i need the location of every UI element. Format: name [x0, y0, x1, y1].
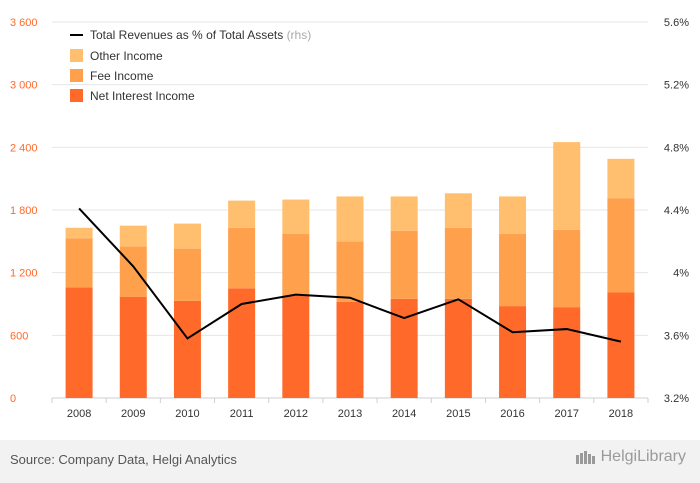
- x-tick-label: 2012: [284, 408, 308, 420]
- bar-other-income: [444, 193, 472, 228]
- x-tick-label: 2008: [67, 408, 91, 420]
- bar-fee-income: [390, 230, 418, 299]
- x-tick-label: 2015: [446, 408, 470, 420]
- bar-net-interest-income: [553, 307, 581, 398]
- y-left-tick-label: 600: [10, 330, 28, 342]
- chart: 0 600 1 200 1 800 2 400 3 000 3 600 3.2% 3.6% 4%…: [10, 17, 689, 420]
- y-right-tick-label: 4.4%: [664, 205, 689, 217]
- x-tick-label: 2017: [554, 408, 578, 420]
- bar-net-interest-income: [65, 287, 93, 398]
- library-icon: [575, 451, 595, 464]
- bar-net-interest-income: [607, 292, 635, 398]
- legend: Total Revenues as % of Total Assets (rhs…: [70, 28, 311, 103]
- bar-fee-income: [499, 234, 527, 307]
- y-left-tick-label: 3 000: [10, 80, 38, 92]
- y-right-tick-label: 5.2%: [664, 80, 689, 92]
- logo-text: HelgiLibrary: [600, 448, 686, 465]
- bar-fee-income: [444, 227, 472, 299]
- legend-label: Net Interest Income: [90, 89, 195, 103]
- bar-fee-income: [228, 227, 256, 289]
- y-right-tick-label: 3.2%: [664, 393, 689, 405]
- source-note: Source: Company Data, Helgi Analytics: [10, 452, 237, 467]
- right-axis: 3.2% 3.6% 4% 4.4% 4.8% 5.2% 5.6%: [664, 17, 689, 405]
- y-left-tick-label: 0: [10, 393, 16, 405]
- y-left-tick-label: 2 400: [10, 142, 38, 154]
- bar-other-income: [336, 196, 364, 242]
- x-tick-label: 2013: [338, 408, 362, 420]
- footer: Source: Company Data, Helgi Analytics He…: [0, 440, 700, 483]
- y-left-tick-label: 3 600: [10, 17, 38, 29]
- bar-other-income: [65, 227, 93, 239]
- bar-net-interest-income: [444, 298, 472, 398]
- line-series: [78, 207, 622, 343]
- bar-other-income: [228, 200, 256, 228]
- y-left-tick-label: 1 200: [10, 268, 38, 280]
- bar-other-income: [607, 158, 635, 199]
- x-tick-label: 2014: [392, 408, 416, 420]
- x-axis: 2008 2009 2010 2011 2012 2013 2014 2015 2016 2017…: [51, 398, 649, 420]
- bar-fee-income: [607, 198, 635, 293]
- bar-net-interest-income: [499, 306, 527, 398]
- bar-net-interest-income: [228, 288, 256, 398]
- left-axis: 0 600 1 200 1 800 2 400 3 000 3 600: [10, 17, 38, 405]
- legend-label: Fee Income: [90, 69, 154, 83]
- y-right-tick-label: 4%: [673, 268, 689, 280]
- x-tick-label: 2016: [500, 408, 524, 420]
- bar-other-income: [173, 223, 201, 249]
- bar-other-income: [390, 196, 418, 231]
- bar-fee-income: [173, 248, 201, 301]
- legend-swatch: [70, 69, 83, 82]
- y-right-tick-label: 4.8%: [664, 142, 689, 154]
- bar-net-interest-income: [336, 301, 364, 398]
- x-tick-label: 2018: [609, 408, 633, 420]
- bar-fee-income: [119, 246, 147, 297]
- y-right-tick-label: 5.6%: [664, 17, 689, 29]
- legend-swatch: [70, 49, 83, 62]
- bar-other-income: [499, 196, 527, 235]
- bar-net-interest-income: [282, 295, 310, 398]
- bar-other-income: [282, 199, 310, 235]
- x-tick-label: 2009: [121, 408, 145, 420]
- line-total-revenues-pct: [78, 207, 622, 343]
- legend-swatch: [70, 89, 83, 102]
- x-tick-label: 2010: [175, 408, 199, 420]
- bar-fee-income: [65, 238, 93, 288]
- y-left-tick-label: 1 800: [10, 205, 38, 217]
- legend-label: Other Income: [90, 49, 163, 63]
- bar-other-income: [553, 142, 581, 230]
- bar-fee-income: [553, 229, 581, 308]
- bar-fee-income: [282, 234, 310, 296]
- bar-net-interest-income: [119, 296, 147, 398]
- bar-fee-income: [336, 241, 364, 302]
- x-tick-label: 2011: [230, 408, 254, 420]
- bar-net-interest-income: [173, 300, 201, 398]
- legend-label: Total Revenues as % of Total Assets (rhs…: [90, 28, 311, 42]
- bar-series: [65, 142, 635, 398]
- logo: HelgiLibrary: [575, 448, 686, 466]
- bar-other-income: [119, 225, 147, 247]
- y-right-tick-label: 3.6%: [664, 330, 689, 342]
